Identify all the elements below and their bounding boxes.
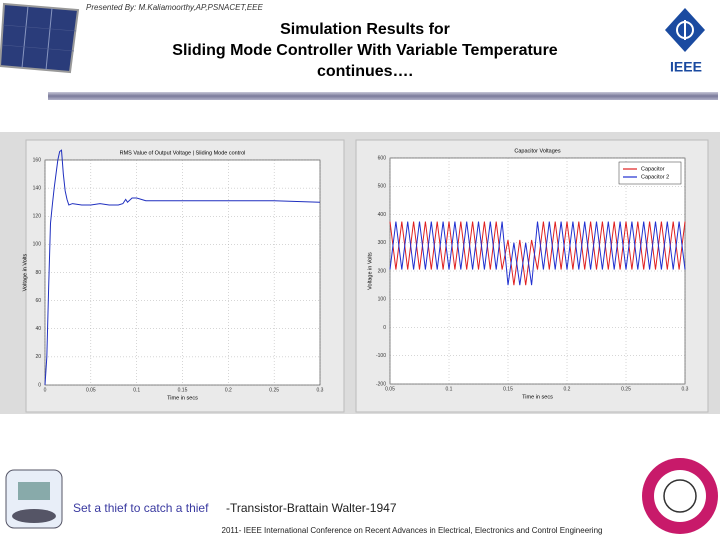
x-axis-label: Time in secs: [167, 395, 198, 401]
y-tick-label: 200: [378, 268, 387, 274]
x-tick-label: 0: [44, 387, 47, 393]
x-tick-label: 0.2: [225, 387, 232, 393]
header-bar: [48, 92, 718, 100]
x-tick-label: 0.25: [621, 386, 631, 392]
y-tick-label: -200: [376, 381, 386, 387]
x-tick-label: 0.05: [86, 387, 96, 393]
y-tick-label: 600: [378, 155, 387, 161]
y-tick-label: 40: [35, 326, 41, 332]
y-tick-label: 100: [378, 297, 387, 303]
y-tick-label: 160: [33, 157, 42, 163]
x-tick-label: 0.1: [446, 386, 453, 392]
conference: 2011- IEEE International Conference on R…: [222, 526, 603, 535]
gear-logo: [642, 458, 718, 534]
data-line: [44, 149, 321, 386]
y-axis-label: Voltage in Volts: [367, 252, 373, 290]
x-tick-label: 0.15: [503, 386, 513, 392]
y-axis-label: Voltage in Volts: [22, 253, 28, 291]
y-tick-label: 120: [33, 214, 42, 220]
title-line: Sliding Mode Controller With Variable Te…: [172, 42, 557, 59]
legend-label: Capacitor 2: [641, 174, 669, 180]
attribution: -Transistor-Brattain Walter-1947: [226, 501, 397, 515]
y-tick-label: 60: [35, 298, 41, 304]
y-tick-label: 400: [378, 212, 387, 218]
y-tick-label: 80: [35, 270, 41, 276]
chart-title: RMS Value of Output Voltage | Sliding Mo…: [120, 150, 246, 156]
x-tick-label: 0.2: [564, 386, 571, 392]
ieee-logo-text: IEEE: [670, 59, 702, 75]
x-tick-label: 0.3: [682, 386, 689, 392]
presenter: Presented By: M.Kaliamoorthy,AP,PSNACET,…: [86, 3, 263, 12]
charts: RMS Value of Output Voltage | Sliding Mo…: [22, 139, 709, 413]
x-tick-label: 0.1: [133, 387, 140, 393]
data-line: [389, 221, 686, 286]
x-tick-label: 0.05: [385, 386, 395, 392]
y-tick-label: 140: [33, 185, 42, 191]
x-tick-label: 0.3: [317, 387, 324, 393]
quote: Set a thief to catch a thief: [73, 501, 209, 515]
y-tick-label: 0: [383, 325, 386, 331]
x-tick-label: 0.25: [269, 387, 279, 393]
ieee-logo: [665, 8, 705, 52]
solar-cell-image: [0, 2, 80, 74]
y-tick-label: 0: [38, 382, 41, 388]
y-tick-label: 300: [378, 240, 387, 246]
y-tick-label: 100: [33, 242, 42, 248]
chart-title: Capacitor Voltages: [514, 148, 560, 154]
legend-box: [618, 161, 682, 185]
y-tick-label: -100: [376, 353, 386, 359]
x-tick-label: 0.15: [178, 387, 188, 393]
title-line: continues….: [317, 63, 413, 80]
y-tick-label: 500: [378, 184, 387, 190]
title-line: Simulation Results for: [280, 21, 450, 38]
legend-label: Capacitor: [641, 166, 665, 172]
college-logo: [5, 469, 63, 529]
x-axis-label: Time in secs: [522, 394, 553, 400]
data-line: [389, 221, 686, 286]
y-tick-label: 20: [35, 354, 41, 360]
